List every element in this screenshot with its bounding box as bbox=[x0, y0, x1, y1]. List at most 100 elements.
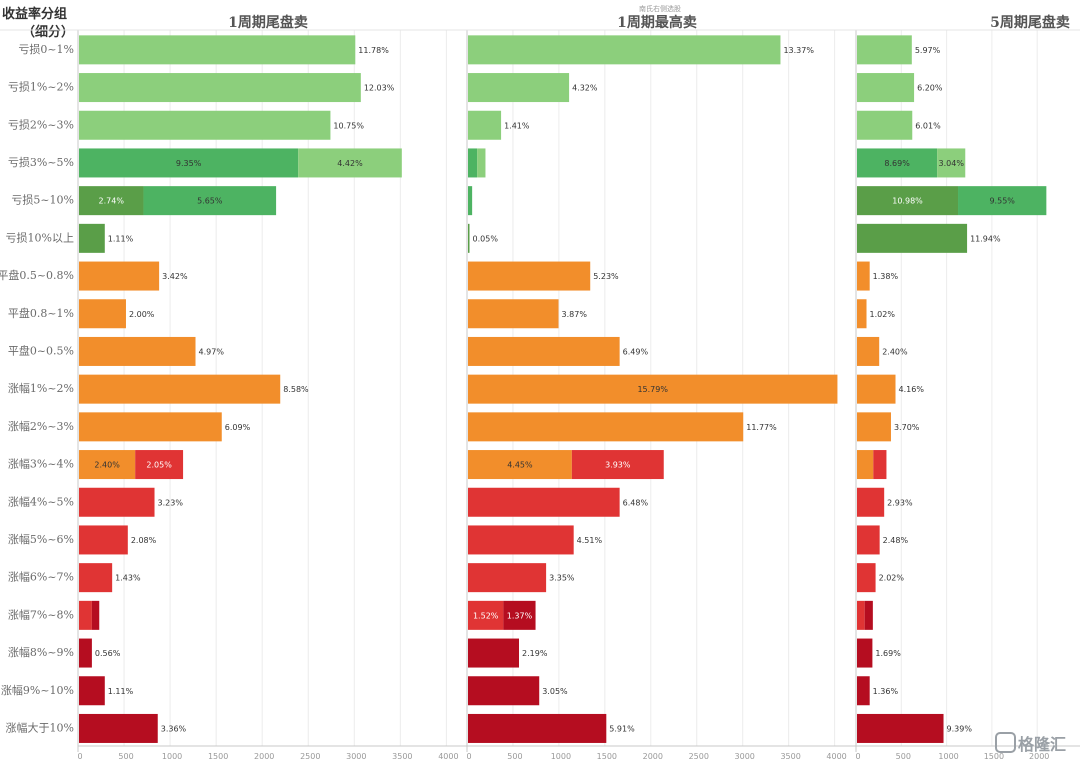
data-label: 3.87% bbox=[562, 310, 588, 319]
data-label: 2.40% bbox=[882, 347, 908, 356]
panel-title: 1周期尾盘卖 bbox=[228, 14, 308, 31]
x-tick-label: 0 bbox=[77, 752, 82, 761]
bar-segment bbox=[79, 638, 92, 668]
bar-segment bbox=[79, 525, 128, 555]
bar-segment bbox=[468, 299, 559, 329]
bar-segment bbox=[79, 676, 105, 706]
corner-title: 收益率分组 bbox=[2, 6, 67, 22]
bar-segment bbox=[79, 412, 222, 442]
top-note: 南氏右侧选股 bbox=[639, 4, 681, 13]
row-label: 涨幅7%~8% bbox=[8, 608, 74, 621]
bar-segment bbox=[468, 638, 520, 668]
x-tick-label: 1000 bbox=[551, 752, 571, 761]
row-label: 亏损10%以上 bbox=[6, 230, 74, 244]
bar-segment bbox=[857, 487, 885, 517]
x-tick-label: 4000 bbox=[826, 752, 846, 761]
data-label: 3.05% bbox=[542, 687, 568, 696]
data-label: 1.37% bbox=[507, 611, 533, 620]
bar-segment bbox=[958, 186, 1047, 216]
x-tick-label: 1500 bbox=[984, 752, 1004, 761]
bar-segment bbox=[468, 676, 540, 706]
panel-title: 5周期尾盘卖 bbox=[990, 14, 1070, 31]
bar-segment bbox=[857, 563, 876, 593]
watermark: 格隆汇 bbox=[995, 732, 1066, 754]
bar-segment bbox=[79, 450, 136, 480]
x-tick-label: 2500 bbox=[300, 752, 320, 761]
bar-segment bbox=[468, 148, 478, 178]
x-tick-label: 500 bbox=[118, 752, 133, 761]
bar-segment bbox=[857, 261, 870, 291]
panel-2: 1周期最高卖 0 500 1000 1500 2000 2500 3000 3500 4000 13… bbox=[466, 14, 846, 761]
data-label: 8.58% bbox=[283, 385, 309, 394]
data-label: 1.38% bbox=[873, 272, 899, 281]
x-tick-label: 2000 bbox=[254, 752, 274, 761]
row-label: 涨幅2%~3% bbox=[8, 420, 74, 433]
x-tick-label: 2000 bbox=[643, 752, 663, 761]
data-label: 13.37% bbox=[783, 46, 814, 55]
data-label: 0.56% bbox=[95, 649, 121, 658]
data-label: 11.77% bbox=[746, 423, 777, 432]
row-label: 涨幅1%~2% bbox=[8, 382, 74, 395]
panel-3: 5周期尾盘卖 0 500 1000 1500 2000 5.97% 6.20% 6.01% 8.6… bbox=[855, 14, 1069, 761]
data-label: 2.19% bbox=[522, 649, 548, 658]
bar-segment bbox=[857, 638, 873, 668]
x-tick-label: 2500 bbox=[689, 752, 709, 761]
x-tick-label: 500 bbox=[896, 752, 911, 761]
data-label: 2.05% bbox=[146, 461, 172, 470]
data-label: 1.43% bbox=[115, 574, 141, 583]
x-tick-label: 3500 bbox=[392, 752, 412, 761]
data-label: 2.48% bbox=[883, 536, 909, 545]
bar-segment bbox=[857, 186, 959, 216]
bar-segment bbox=[857, 336, 880, 366]
row-label: 涨幅4%~5% bbox=[8, 495, 74, 508]
bar-segment bbox=[857, 223, 968, 253]
data-label: 5.23% bbox=[593, 272, 619, 281]
x-tick-label: 3000 bbox=[735, 752, 755, 761]
bar-segment bbox=[135, 450, 184, 480]
data-label: 1.41% bbox=[504, 121, 530, 130]
row-label: 平盘0.8~1% bbox=[8, 306, 74, 320]
bar-segment bbox=[857, 525, 880, 555]
data-label: 10.75% bbox=[333, 121, 364, 130]
bar-segment bbox=[468, 336, 620, 366]
data-label: 1.36% bbox=[873, 687, 899, 696]
row-label: 涨幅3%~4% bbox=[8, 458, 74, 471]
row-label: 平盘0~0.5% bbox=[8, 343, 74, 357]
bar-segment bbox=[857, 299, 867, 329]
data-label: 1.02% bbox=[870, 310, 896, 319]
data-label: 1.69% bbox=[875, 649, 901, 658]
data-label: 9.39% bbox=[947, 724, 973, 733]
bar-segment bbox=[468, 525, 574, 555]
data-label: 1.11% bbox=[108, 234, 134, 243]
data-label: 1.52% bbox=[473, 611, 499, 620]
data-label: 3.36% bbox=[161, 724, 187, 733]
bar-segment bbox=[857, 35, 912, 65]
bar-segment bbox=[468, 73, 570, 103]
x-tick-label: 0 bbox=[855, 752, 860, 761]
data-label: 6.09% bbox=[225, 423, 251, 432]
data-label: 8.69% bbox=[884, 159, 910, 168]
data-label: 1.11% bbox=[108, 687, 134, 696]
data-label: 4.42% bbox=[337, 159, 363, 168]
panel-title: 1周期最高卖 bbox=[617, 14, 697, 31]
data-label: 2.40% bbox=[94, 461, 120, 470]
row-label: 涨幅8%~9% bbox=[8, 646, 74, 659]
data-label: 3.35% bbox=[549, 574, 575, 583]
data-label: 15.79% bbox=[637, 385, 668, 394]
x-tick-label: 3000 bbox=[346, 752, 366, 761]
corner-title-sub: （细分） bbox=[22, 24, 74, 40]
bar-segment bbox=[857, 600, 865, 630]
data-label: 6.20% bbox=[917, 84, 943, 93]
data-label: 2.00% bbox=[129, 310, 155, 319]
data-label: 5.91% bbox=[609, 724, 635, 733]
row-label: 涨幅5%~6% bbox=[8, 533, 74, 546]
bar-segment bbox=[79, 73, 361, 103]
data-label: 2.02% bbox=[879, 574, 905, 583]
bar-segment bbox=[857, 450, 874, 480]
data-label: 5.97% bbox=[915, 46, 941, 55]
data-label: 9.35% bbox=[176, 159, 202, 168]
bar-segment bbox=[468, 412, 744, 442]
bar-segment bbox=[79, 487, 155, 517]
bar-segment bbox=[937, 148, 966, 178]
x-tick-label: 4000 bbox=[438, 752, 458, 761]
